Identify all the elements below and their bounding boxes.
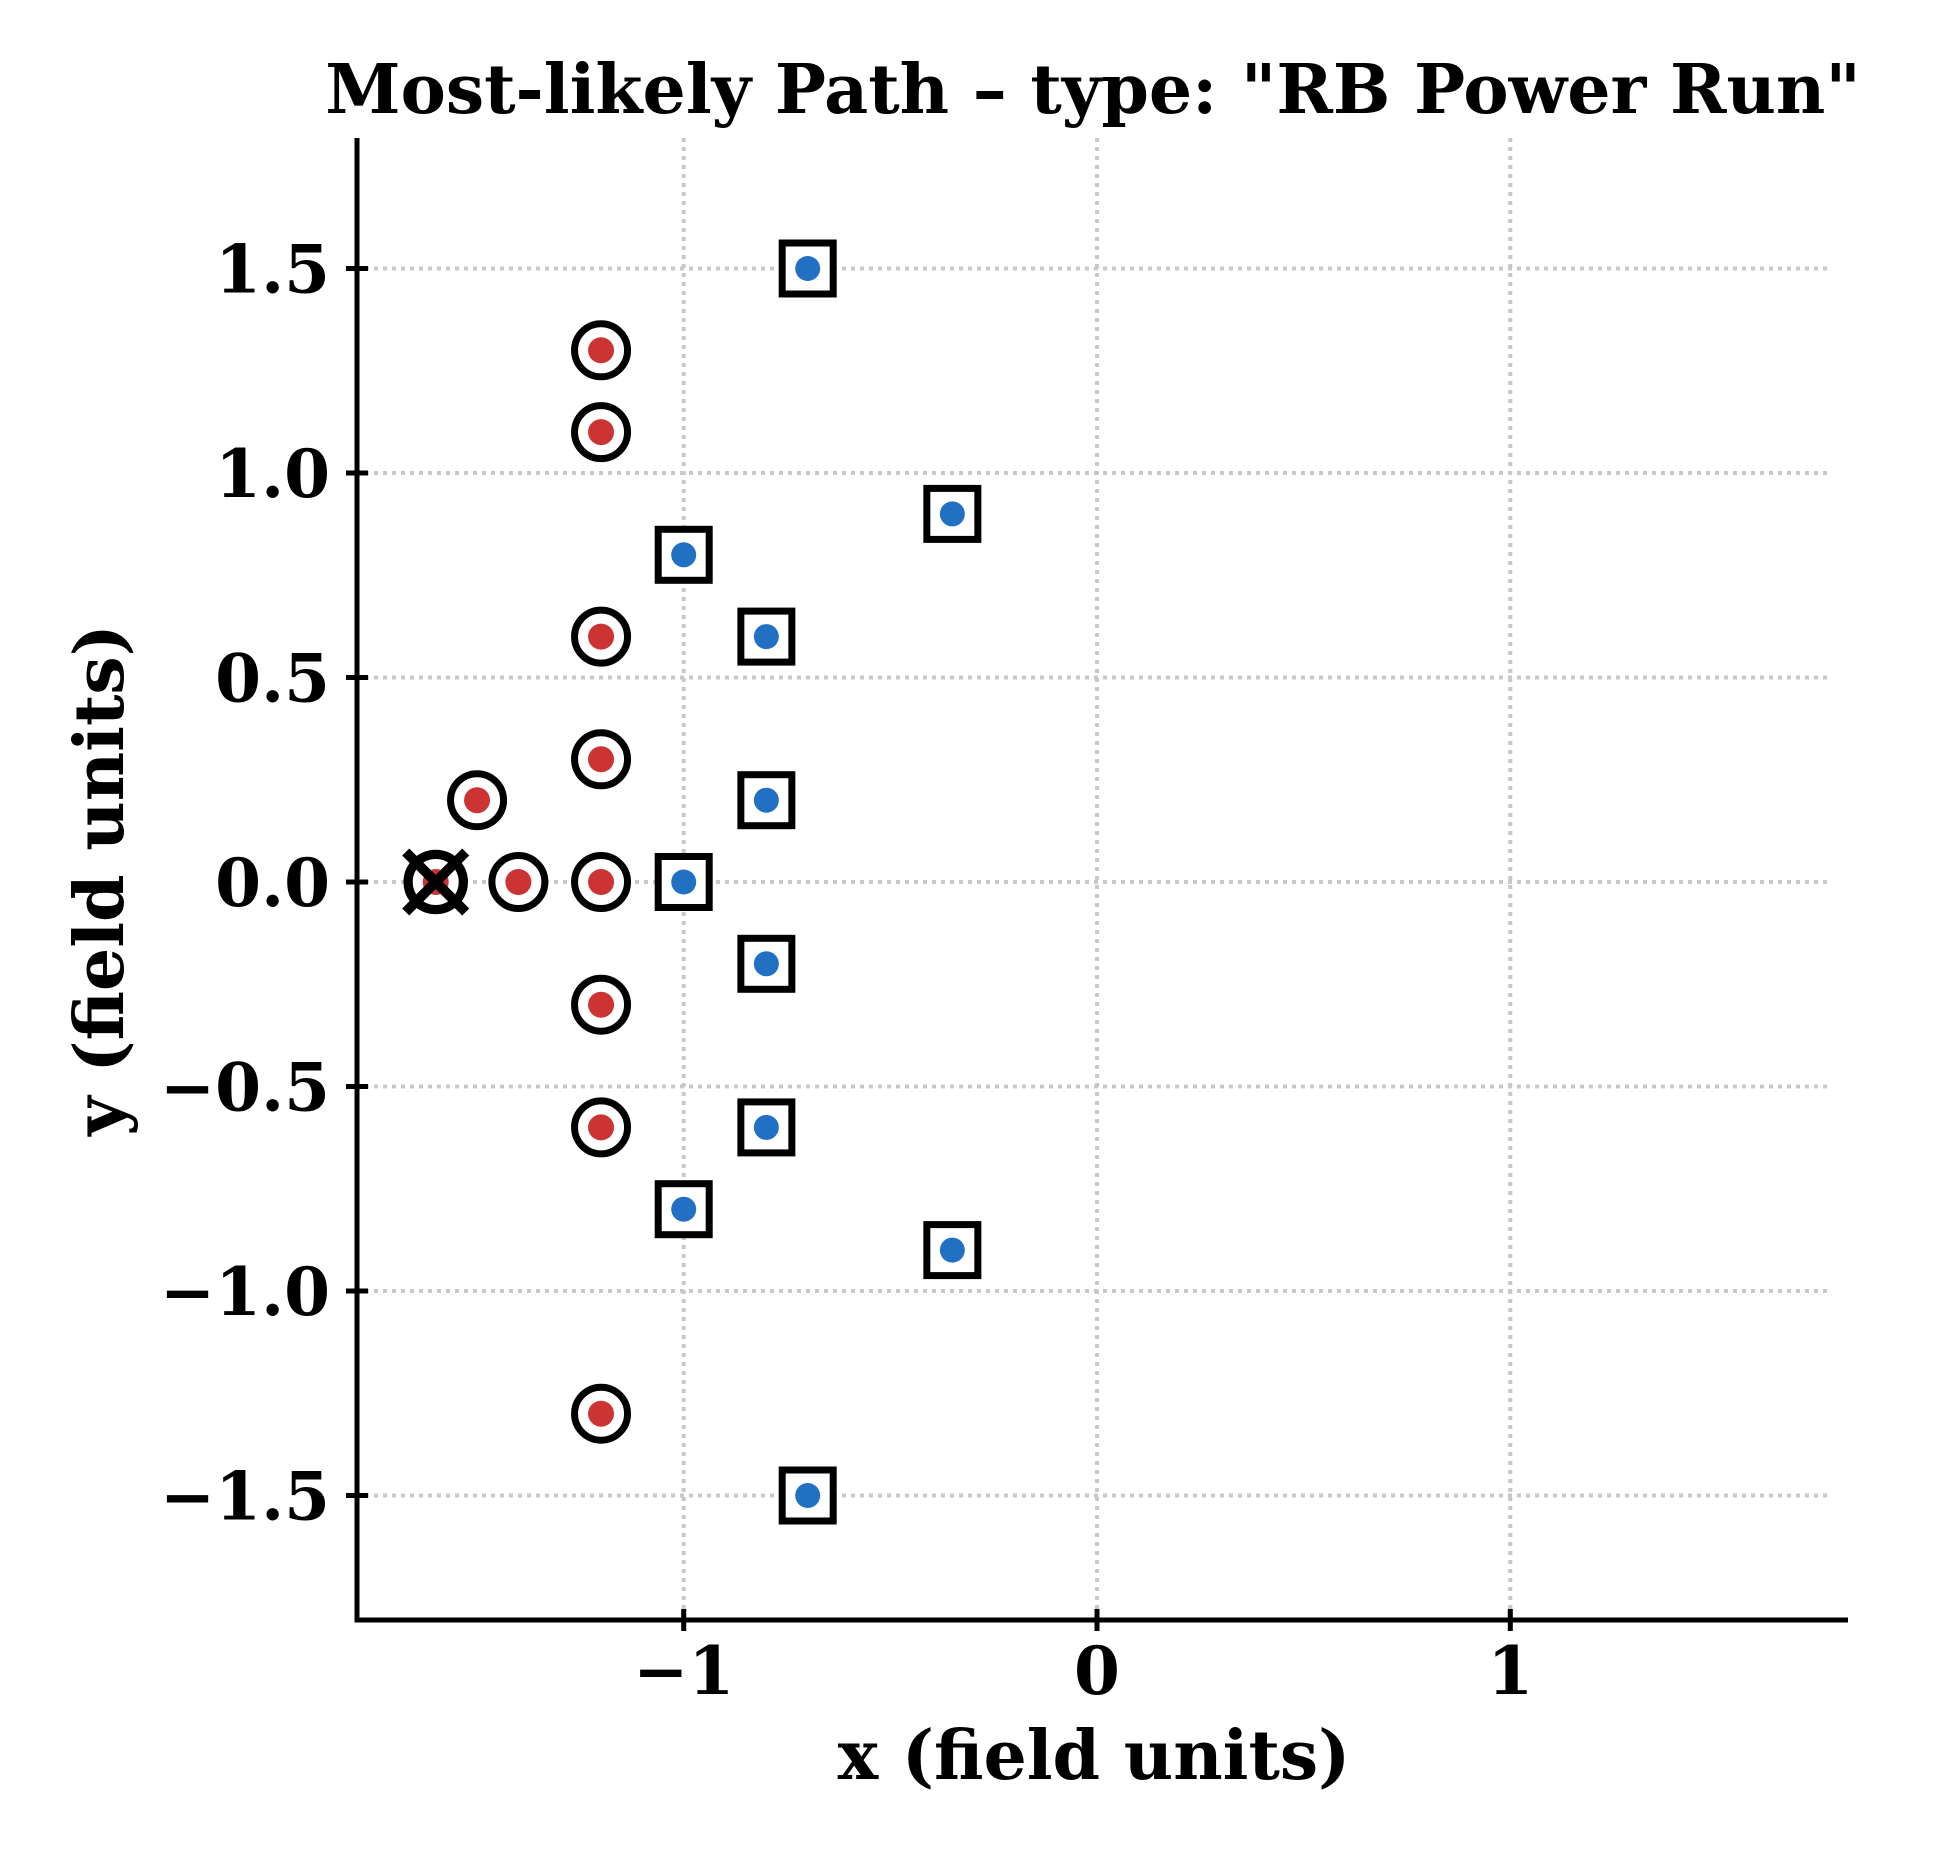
y-tick-label: 1.0 bbox=[215, 435, 330, 513]
defense-marker bbox=[753, 624, 779, 650]
chart-title: Most-likely Path – type: "RB Power Run" bbox=[325, 50, 1861, 130]
defense-marker bbox=[671, 1196, 697, 1222]
x-tick-label: −1 bbox=[633, 1632, 734, 1710]
offense-marker bbox=[588, 337, 615, 364]
defense-marker bbox=[753, 787, 779, 813]
defense-marker bbox=[939, 1237, 965, 1263]
defense-ring bbox=[778, 239, 837, 298]
defense-ring bbox=[737, 607, 796, 666]
ball-carrier-x bbox=[402, 848, 470, 916]
x-tick-label: 1 bbox=[1487, 1632, 1533, 1710]
defense-marker bbox=[753, 1114, 779, 1140]
ball-carrier-circle bbox=[403, 849, 468, 915]
offense-marker bbox=[588, 1114, 615, 1141]
defense-marker bbox=[671, 869, 697, 895]
defense-marker bbox=[939, 501, 965, 527]
defense-marker bbox=[795, 1483, 821, 1508]
offense-marker bbox=[464, 787, 491, 814]
y-tick-label: −0.5 bbox=[160, 1049, 330, 1127]
y-tick-label: 1.5 bbox=[215, 231, 330, 309]
offense-marker bbox=[588, 869, 615, 895]
y-tick-label: 0.0 bbox=[215, 844, 330, 922]
offense-marker bbox=[588, 1400, 615, 1427]
offense-marker bbox=[505, 869, 532, 895]
y-tick-label: −1.5 bbox=[160, 1458, 330, 1536]
defense-marker bbox=[753, 951, 779, 977]
defense-ring bbox=[737, 1098, 796, 1157]
x-axis-title: x (field units) bbox=[837, 1716, 1351, 1796]
x-tick-label: 0 bbox=[1074, 1632, 1120, 1710]
defense-marker bbox=[671, 542, 697, 568]
offense-marker bbox=[588, 623, 615, 650]
y-axis-title: y (field units) bbox=[60, 624, 140, 1136]
defense-marker bbox=[795, 256, 821, 281]
y-tick-label: 0.5 bbox=[215, 640, 330, 718]
defense-ring bbox=[923, 1221, 982, 1280]
defense-ring bbox=[654, 1180, 713, 1239]
y-tick-label: −1.0 bbox=[160, 1253, 330, 1331]
offense-marker bbox=[588, 991, 615, 1018]
offense-marker bbox=[588, 419, 615, 446]
offense-marker bbox=[588, 746, 615, 773]
